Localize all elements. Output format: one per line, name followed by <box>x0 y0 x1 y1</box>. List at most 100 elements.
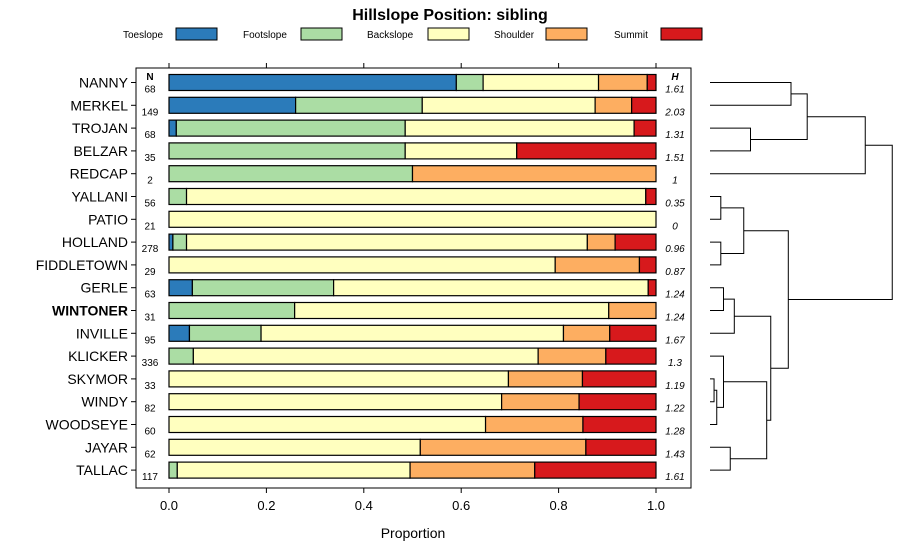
bar-segment-nanny-shoulder <box>597 73 648 92</box>
x-axis: 0.0 0.2 0.4 0.6 0.8 1.0 <box>160 63 665 513</box>
row-label-holland: HOLLAND <box>62 234 128 250</box>
legend-label-footslope: Footslope <box>243 30 287 41</box>
dendrogram <box>710 82 893 471</box>
bar-segment-skymor-shoulder <box>507 370 584 388</box>
dendrogram-link <box>710 241 722 266</box>
bar-segment-wintoner-footslope <box>168 301 296 320</box>
x-axis-label: Proportion <box>381 525 446 541</box>
n-value-patio: 21 <box>144 221 156 232</box>
bar-segment-holland-summit <box>614 233 657 251</box>
row-label-patio: PATIO <box>88 211 128 227</box>
bar-segment-trojan-toeslope <box>168 119 177 137</box>
n-value-windy: 82 <box>144 404 156 415</box>
bar-segment-belzar-footslope <box>168 142 406 160</box>
bar-segment-redcap-shoulder <box>411 165 657 183</box>
legend-label-backslope: Backslope <box>367 30 414 41</box>
n-value-woodseye: 60 <box>144 427 156 438</box>
x-tick-label: 0.6 <box>452 498 470 513</box>
bar-segment-inville-backslope <box>260 324 565 342</box>
n-value-nanny: 68 <box>144 85 156 96</box>
h-value-klicker: 1.3 <box>668 358 682 369</box>
row-label-gerle: GERLE <box>81 280 128 296</box>
x-tick-label: 0.2 <box>257 498 275 513</box>
legend-swatch-shoulder <box>545 27 588 41</box>
dendrogram-link <box>734 315 772 421</box>
legend-label-shoulder: Shoulder <box>494 30 535 41</box>
row-label-belzar: BELZAR <box>74 143 128 159</box>
h-value-inville: 1.67 <box>665 335 685 346</box>
h-value-gerle: 1.24 <box>665 290 685 301</box>
legend-label-summit: Summit <box>614 30 648 41</box>
h-value-woodseye: 1.28 <box>665 427 685 438</box>
dendrogram-link <box>720 207 745 254</box>
bar-segment-tallac-backslope <box>176 461 411 479</box>
bar-segment-nanny-summit <box>646 73 657 92</box>
legend-swatch-toeslope <box>175 27 218 41</box>
bar-segment-merkel-shoulder <box>594 96 633 114</box>
bar-segment-skymor-backslope <box>168 370 510 388</box>
dendrogram-link <box>710 82 792 106</box>
n-value-fiddletown: 29 <box>144 267 156 278</box>
bar-segment-klicker-summit <box>605 347 657 365</box>
row-label-klicker: KLICKER <box>68 348 128 364</box>
n-value-wintoner: 31 <box>144 313 156 324</box>
dendrogram-link <box>710 127 751 152</box>
bar-segment-merkel-summit <box>631 96 657 114</box>
dendrogram-link <box>743 230 789 369</box>
row-label-windy: WINDY <box>81 394 128 410</box>
legend-label-toeslope: Toeslope <box>123 30 163 41</box>
bar-segment-trojan-backslope <box>404 119 635 137</box>
bar-segment-woodseye-backslope <box>168 415 487 434</box>
dendrogram-link <box>710 298 735 334</box>
dendrogram-link <box>788 144 893 300</box>
legend-swatch-footslope <box>300 27 343 41</box>
dendrogram-link <box>710 116 866 175</box>
bar-segment-belzar-backslope <box>404 142 518 160</box>
x-tick-label: 1.0 <box>647 498 665 513</box>
n-value-holland: 278 <box>142 244 159 255</box>
row-label-trojan: TROJAN <box>72 120 128 136</box>
h-column-header: H <box>671 72 679 83</box>
bar-segment-inville-toeslope <box>168 324 191 342</box>
row-label-inville: INVILLE <box>76 325 128 341</box>
legend-swatch-summit <box>660 27 703 41</box>
bar-segment-klicker-footslope <box>168 347 194 365</box>
dendrogram-link <box>710 378 715 403</box>
bar-segment-jayar-backslope <box>168 438 421 456</box>
x-tick-label: 0.0 <box>160 498 178 513</box>
n-value-yallani: 56 <box>144 199 156 210</box>
h-value-patio: 0 <box>672 221 678 232</box>
chart-title: Hillslope Position: sibling <box>352 7 548 24</box>
bar-segment-holland-backslope <box>185 233 588 251</box>
bar-segment-merkel-footslope <box>295 96 423 114</box>
bar-segment-gerle-toeslope <box>168 279 193 297</box>
bar-segment-holland-footslope <box>172 233 188 251</box>
bar-segment-holland-shoulder <box>586 233 616 251</box>
x-tick-label: 0.8 <box>550 498 568 513</box>
bar-segment-fiddletown-shoulder <box>554 256 641 274</box>
legend-swatch-backslope <box>427 27 470 41</box>
h-value-fiddletown: 0.87 <box>665 267 685 278</box>
dendrogram-link <box>710 196 722 220</box>
bar-segment-trojan-summit <box>633 119 657 137</box>
n-value-trojan: 68 <box>144 130 156 141</box>
legend: Toeslope Footslope Backslope Shoulder Summit <box>123 27 703 41</box>
row-label-redcap: REDCAP <box>70 166 128 182</box>
bar-segment-tallac-footslope <box>168 461 178 479</box>
bar-segment-gerle-summit <box>647 279 657 297</box>
bar-segment-merkel-backslope <box>421 96 596 114</box>
bar-segment-woodseye-summit <box>582 415 657 434</box>
bar-segment-nanny-footslope <box>455 73 484 92</box>
row-label-woodseye: WOODSEYE <box>46 417 128 433</box>
bar-segment-trojan-footslope <box>175 119 406 137</box>
bar-segment-windy-shoulder <box>501 393 580 411</box>
h-value-wintoner: 1.24 <box>665 313 685 324</box>
bar-segment-yallani-footslope <box>168 187 188 206</box>
bar-segment-nanny-toeslope <box>168 73 457 92</box>
row-label-jayar: JAYAR <box>85 439 128 455</box>
bar-segment-fiddletown-backslope <box>168 256 556 274</box>
bar-segment-gerle-footslope <box>191 279 335 297</box>
n-column-header: N <box>146 72 153 83</box>
row-label-nanny: NANNY <box>79 75 129 91</box>
